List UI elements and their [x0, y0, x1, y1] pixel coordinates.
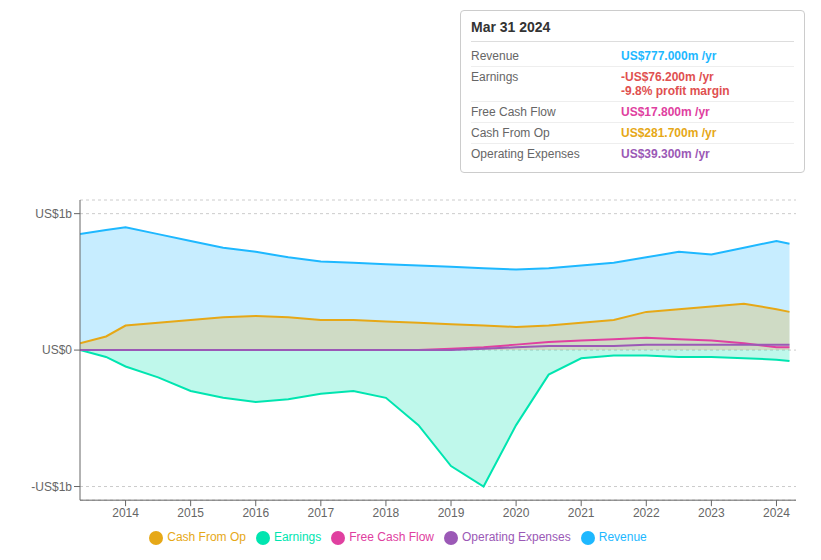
html-text:Operating Expenses: Operating Expenses	[471, 147, 580, 161]
html-text:-9.8% profit margin: -9.8% profit margin	[621, 84, 730, 98]
html-text:-US$76.200m /yr: -US$76.200m /yr	[621, 70, 714, 84]
html-text:US$777.000m /yr: US$777.000m /yr	[621, 49, 717, 63]
html-text:Cash From Op: Cash From Op	[471, 126, 550, 140]
svg-text:2019: 2019	[438, 506, 465, 520]
svg-text:2014: 2014	[112, 506, 139, 520]
html-text:Mar 31 2024: Mar 31 2024	[471, 19, 551, 35]
svg-text:-US$1b: -US$1b	[31, 480, 72, 494]
svg-text:US$1b: US$1b	[35, 207, 72, 221]
svg-text:2021: 2021	[568, 506, 595, 520]
svg-text:2024: 2024	[763, 506, 790, 520]
html-text:US$281.700m /yr: US$281.700m /yr	[621, 126, 717, 140]
html-text:Earnings: Earnings	[471, 70, 519, 84]
html-text:US$39.300m /yr: US$39.300m /yr	[621, 147, 710, 161]
svg-text:2023: 2023	[698, 506, 725, 520]
svg-text:US$0: US$0	[42, 343, 72, 357]
html-text:Operating Expenses: Operating Expenses	[462, 530, 571, 545]
svg-text:2020: 2020	[503, 506, 530, 520]
html-text:Revenue: Revenue	[471, 49, 519, 63]
html-text:Free Cash Flow: Free Cash Flow	[471, 105, 556, 119]
svg-text:2018: 2018	[373, 506, 400, 520]
svg-text:2016: 2016	[242, 506, 269, 520]
html-text:US$17.800m /yr: US$17.800m /yr	[621, 105, 710, 119]
html-text:Free Cash Flow: Free Cash Flow	[349, 530, 434, 545]
html-text:Earnings: Earnings	[273, 530, 322, 545]
html-text:Revenue: Revenue	[598, 530, 647, 545]
svg-text:2015: 2015	[177, 506, 204, 520]
html-text:Cash From Op: Cash From Op	[167, 530, 246, 545]
svg-text:2017: 2017	[307, 506, 334, 520]
svg-text:2022: 2022	[633, 506, 660, 520]
